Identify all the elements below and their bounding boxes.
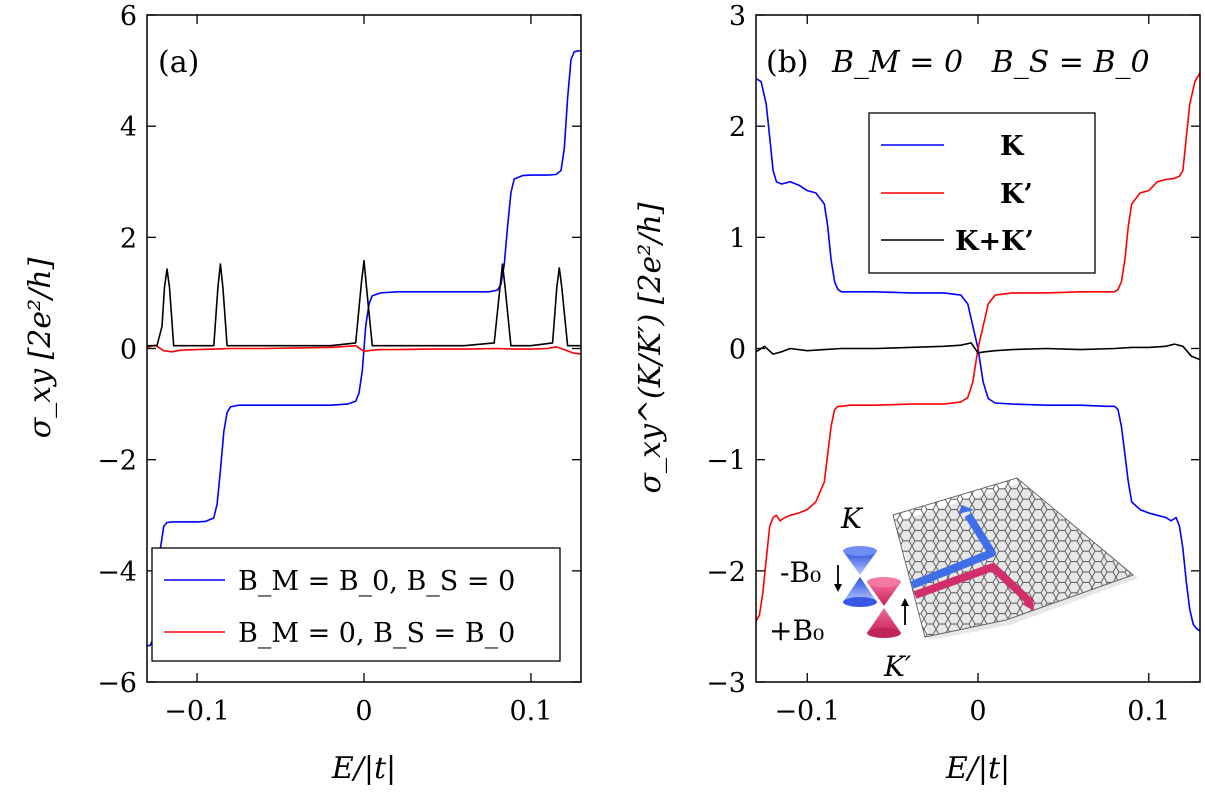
down-arrow-icon (834, 565, 842, 592)
panel-b-series-line-2 (755, 342, 1201, 361)
panel-a-legend-label-0: B_M = B_0, B_S = 0 (238, 566, 515, 597)
panel-b-y-tick-label: 2 (729, 112, 746, 143)
k-prime-edge-current-arrow (913, 563, 1032, 604)
panel-a-legend-box (151, 547, 561, 662)
panel-b-y-tick-label: 1 (729, 223, 746, 254)
panel-a-legend-label-1: B_M = 0, B_S = B_0 (238, 618, 515, 649)
panel-b-x-tick-label: −0.1 (774, 696, 840, 727)
k-prime-valley-dirac-cone (867, 577, 901, 638)
up-arrow-icon (901, 598, 909, 625)
graphene-sheet (892, 477, 1134, 638)
k-prime-lower-cone (867, 608, 901, 633)
panel-b-y-axis-label: σ_xy^(K/K′) [2e²/h] (633, 202, 668, 493)
panel-a-legend: B_M = B_0, B_S = 0 B_M = 0, B_S = B_0 (151, 547, 561, 662)
panel-a-y-tick-label: −2 (97, 446, 137, 477)
panel-b-y-tick-label: −3 (706, 668, 746, 699)
panel-a-series-line-2 (147, 259, 581, 347)
k-upper-cone (843, 551, 877, 575)
panel-a-x-tick-label: −0.1 (164, 696, 230, 727)
panel-a-series-line-0 (146, 49, 582, 647)
panel-b-y-tick-label: 0 (729, 335, 746, 366)
panel-a-label: (a) (158, 45, 199, 80)
k-upper-cone-rim (843, 546, 877, 556)
panel-b-y-tick-label: −1 (706, 446, 746, 477)
panel-a-y-tick-label: −4 (97, 557, 137, 588)
panel-b-legend-label-2: K+K’ (955, 226, 1034, 257)
panel-b: K -B₀ +B₀ K′ −0.1 0 0.1 −3 −2 −1 0 1 2 3 (b) B_M … (633, 1, 1201, 786)
panel-b-series-line-1 (755, 72, 1201, 622)
k-edge-current-arrow (910, 512, 996, 589)
k-prime-lower-cone-rim (867, 628, 901, 638)
inset-valley-k-prime-label: K′ (883, 650, 912, 683)
panel-b-y-tick-label: 3 (729, 1, 746, 32)
panel-b-series-layer (755, 72, 1201, 632)
panel-b-ticks-layer: −0.1 0 0.1 −3 −2 −1 0 1 2 3 (706, 1, 1200, 727)
panel-b-label: (b) (766, 45, 809, 80)
panel-a-series-line-1 (146, 344, 582, 355)
panel-b-legend: K K’ K+K’ (868, 112, 1096, 274)
k-lower-cone-rim (843, 597, 877, 607)
panel-a-series-layer (146, 49, 582, 647)
panel-b-legend-label-1: K’ (1000, 179, 1033, 210)
panel-b-x-axis-label: E/|t| (945, 751, 1010, 786)
inset-illustration: K -B₀ +B₀ K′ (769, 477, 1138, 683)
inset-valley-k-label: K (840, 502, 864, 535)
k-valley-dirac-cone (843, 546, 877, 607)
inset-field-minus-label: -B₀ (780, 556, 821, 589)
k-prime-edge-arrowhead (1022, 598, 1034, 611)
panel-a-y-axis-label: σ_xy [2e²/h] (23, 257, 58, 438)
panel-a-x-tick-label: 0 (355, 696, 372, 727)
panel-a: −0.1 0 0.1 −6 −4 −2 0 2 4 6 (a) E/|t| σ_xy [2e²/h… (23, 1, 582, 786)
k-lower-cone (843, 577, 877, 602)
panel-b-series-line-0 (755, 77, 1201, 632)
panel-b-y-tick-label: −2 (706, 557, 746, 588)
panel-a-y-tick-label: 6 (120, 1, 137, 32)
panel-a-x-axis-label: E/|t| (331, 751, 396, 786)
k-prime-upper-cone-rim (867, 577, 901, 587)
panel-b-legend-label-0: K (1000, 131, 1025, 162)
panel-b-x-tick-label: 0.1 (1127, 696, 1170, 727)
panel-a-y-tick-label: 2 (120, 223, 137, 254)
panel-b-caption: B_M = 0 B_S = B_0 (831, 45, 1150, 80)
k-prime-upper-cone (867, 582, 901, 606)
panel-a-y-tick-label: 4 (120, 112, 137, 143)
k-edge-arrowhead (958, 505, 974, 514)
panel-a-y-tick-label: −6 (97, 668, 137, 699)
panel-a-ticks-layer: −0.1 0 0.1 −6 −4 −2 0 2 4 6 (97, 1, 581, 727)
inset-field-plus-label: +B₀ (769, 614, 824, 647)
panel-a-x-tick-label: 0.1 (509, 696, 552, 727)
panel-a-y-tick-label: 0 (120, 335, 137, 366)
panel-b-x-tick-label: 0 (969, 696, 986, 727)
